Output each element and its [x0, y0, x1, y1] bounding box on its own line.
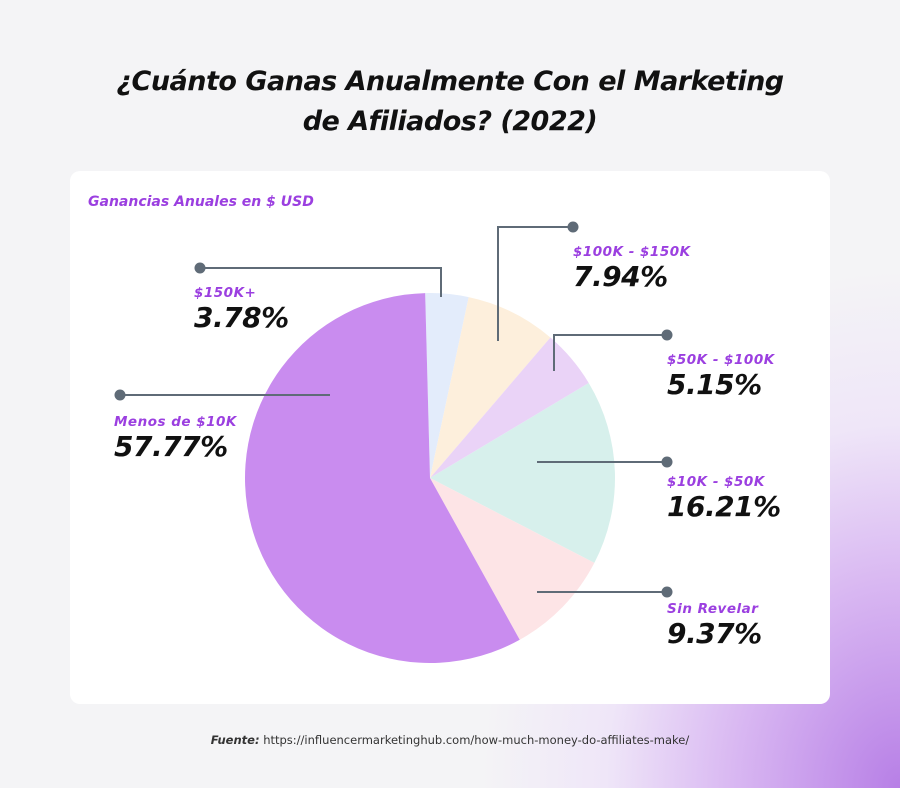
label-sin-revelar: Sin Revelar 9.37% — [667, 601, 762, 650]
label-10k-50k: $10K - $50K 16.21% — [667, 474, 781, 523]
chart-title: ¿Cuánto Ganas Anualmente Con el Marketin… — [0, 62, 900, 142]
chart-card: Ganancias Anuales en $ USD $150K+ 3.78% … — [70, 171, 830, 704]
leader-line — [497, 226, 573, 341]
title-line-2: de Afiliados? (2022) — [302, 106, 598, 137]
pie-slice — [245, 293, 520, 663]
label-50k-100k: $50K - $100K 5.15% — [667, 352, 775, 401]
leader-dot — [661, 329, 673, 341]
source-link[interactable]: https://influencermarketinghub.com/how-m… — [263, 733, 690, 747]
label-100k-150k: $100K - $150K 7.94% — [573, 244, 691, 293]
leader-dot — [114, 389, 126, 401]
pie-slice — [425, 293, 469, 478]
chart-subtitle: Ganancias Anuales en $ USD — [88, 194, 314, 210]
leader-dot — [661, 456, 673, 468]
title-line-1: ¿Cuánto Ganas Anualmente Con el Marketin… — [116, 66, 784, 97]
pie-slice — [430, 478, 595, 640]
leader-line — [553, 334, 667, 371]
pie-slice — [430, 382, 615, 563]
pie-chart — [114, 221, 673, 663]
leader-line — [200, 267, 442, 297]
leader-dot — [194, 262, 206, 274]
label-150k-plus: $150K+ 3.78% — [194, 285, 289, 334]
pie-slice — [430, 297, 551, 478]
source-label: Fuente: — [210, 733, 260, 747]
source-note: Fuente: https://influencermarketinghub.c… — [0, 733, 900, 747]
leader-dot — [661, 586, 673, 598]
leader-dot — [567, 221, 579, 233]
label-menos-10k: Menos de $10K 57.77% — [114, 414, 237, 463]
pie-slice — [430, 337, 589, 478]
